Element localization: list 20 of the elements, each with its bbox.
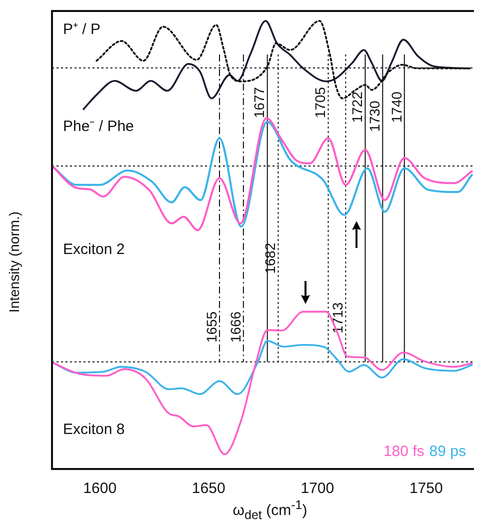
ref-line-label: 1705 — [312, 86, 328, 118]
ref-line-label: 1740 — [388, 91, 404, 123]
annotation: Exciton 8 — [63, 421, 125, 438]
text: 89 ps — [429, 443, 466, 460]
ref-line-label: 1722 — [349, 91, 366, 123]
x-tick-label: 1750 — [409, 480, 443, 498]
ref-line-label: 1682 — [262, 242, 278, 274]
ref-line-label: 1666 — [227, 311, 244, 343]
annotation: P⁺ / P — [63, 21, 101, 38]
ref-line-label: 1677 — [251, 86, 268, 118]
x-tick-label: 1700 — [300, 480, 334, 498]
y-axis-title: Intensity (norm.) — [6, 211, 22, 313]
x-axis-title: ω$_{det}$ (cm$^{-1}$) — [232, 498, 308, 522]
text: 180 fs — [383, 443, 424, 460]
ref-line-label: 1730 — [366, 100, 382, 132]
annotation: Phe⁻ / Phe — [63, 118, 134, 136]
annotation: Exciton 2 — [63, 241, 125, 258]
x-tick-label: 1650 — [192, 480, 226, 498]
ref-line-label: 1655 — [203, 311, 220, 343]
x-tick-label: 1600 — [83, 480, 117, 498]
